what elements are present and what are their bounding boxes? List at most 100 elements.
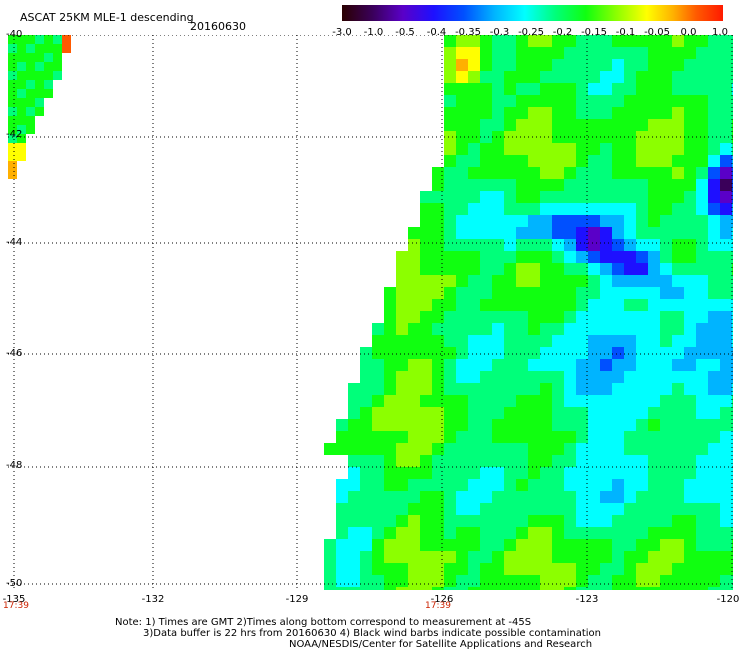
- swath-pixel: [648, 299, 660, 311]
- swath-pixel: [732, 35, 733, 47]
- swath-pixel: [660, 407, 672, 419]
- swath-pixel: [552, 551, 564, 563]
- swath-pixel: [648, 383, 660, 395]
- swath-pixel: [732, 143, 733, 155]
- swath-pixel: [636, 95, 648, 107]
- swath-pixel: [696, 371, 708, 383]
- swath-pixel: [696, 539, 708, 551]
- swath-pixel: [636, 263, 648, 275]
- swath-pixel: [660, 191, 672, 203]
- swath-pixel: [53, 71, 62, 80]
- swath-pixel: [372, 371, 384, 383]
- swath-pixel: [576, 179, 588, 191]
- swath-pixel: [480, 203, 492, 215]
- swath-pixel: [396, 371, 408, 383]
- swath-pixel: [480, 95, 492, 107]
- map-plot: [8, 35, 733, 590]
- swath-pixel: [468, 155, 480, 167]
- swath-pixel: [672, 395, 684, 407]
- swath-pixel: [444, 503, 456, 515]
- swath-pixel: [588, 431, 600, 443]
- swath-pixel: [444, 383, 456, 395]
- swath-pixel: [516, 263, 528, 275]
- swath-pixel: [384, 383, 396, 395]
- swath-pixel: [516, 515, 528, 527]
- swath-pixel: [492, 431, 504, 443]
- swath-pixel: [396, 263, 408, 275]
- swath-pixel: [528, 467, 540, 479]
- swath-pixel: [492, 179, 504, 191]
- swath-pixel: [444, 191, 456, 203]
- swath-pixel: [468, 551, 480, 563]
- swath-pixel: [528, 371, 540, 383]
- swath-pixel: [432, 575, 444, 587]
- swath-pixel: [540, 155, 552, 167]
- swath-pixel: [684, 431, 696, 443]
- swath-pixel: [696, 299, 708, 311]
- swath-pixel: [600, 323, 612, 335]
- swath-pixel: [540, 587, 552, 590]
- swath-pixel: [576, 227, 588, 239]
- swath-pixel: [612, 371, 624, 383]
- swath-pixel: [648, 239, 660, 251]
- swath-pixel: [420, 335, 432, 347]
- swath-pixel: [564, 467, 576, 479]
- swath-pixel: [684, 287, 696, 299]
- swath-pixel: [648, 59, 660, 71]
- swath-pixel: [588, 107, 600, 119]
- swath-pixel: [420, 287, 432, 299]
- swath-pixel: [492, 515, 504, 527]
- swath-pixel: [372, 551, 384, 563]
- swath-pixel: [468, 455, 480, 467]
- swath-pixel: [492, 35, 504, 47]
- swath-pixel: [612, 299, 624, 311]
- swath-pixel: [720, 575, 732, 587]
- swath-pixel: [492, 371, 504, 383]
- swath-pixel: [396, 491, 408, 503]
- swath-pixel: [444, 203, 456, 215]
- swath-pixel: [432, 215, 444, 227]
- swath-pixel: [504, 527, 516, 539]
- swath-pixel: [8, 143, 17, 152]
- swath-pixel: [480, 47, 492, 59]
- swath-pixel: [8, 152, 17, 161]
- swath-pixel: [444, 491, 456, 503]
- colorbar-tick: -0.2: [552, 27, 573, 38]
- swath-pixel: [468, 371, 480, 383]
- swath-pixel: [648, 419, 660, 431]
- swath-pixel: [684, 563, 696, 575]
- swath-pixel: [444, 515, 456, 527]
- swath-pixel: [528, 359, 540, 371]
- swath-pixel: [336, 419, 348, 431]
- swath-pixel: [17, 134, 26, 143]
- swath-pixel: [480, 251, 492, 263]
- swath-pixel: [8, 35, 17, 44]
- swath-pixel: [720, 347, 732, 359]
- swath-pixel: [504, 563, 516, 575]
- swath-pixel: [576, 191, 588, 203]
- swath-pixel: [26, 80, 35, 89]
- swath-pixel: [732, 431, 733, 443]
- swath-pixel: [384, 287, 396, 299]
- swath-pixel: [432, 455, 444, 467]
- swath-pixel: [480, 587, 492, 590]
- swath-pixel: [492, 563, 504, 575]
- swath-pixel: [504, 515, 516, 527]
- swath-pixel: [528, 443, 540, 455]
- swath-pixel: [612, 167, 624, 179]
- swath-pixel: [624, 587, 636, 590]
- swath-pixel: [372, 563, 384, 575]
- swath-pixel: [360, 359, 372, 371]
- swath-pixel: [540, 167, 552, 179]
- swath-pixel: [384, 587, 396, 590]
- swath-pixel: [564, 575, 576, 587]
- swath-pixel: [624, 251, 636, 263]
- swath-pixel: [600, 359, 612, 371]
- swath-pixel: [420, 575, 432, 587]
- swath-pixel: [480, 539, 492, 551]
- swath-pixel: [540, 119, 552, 131]
- swath-pixel: [624, 443, 636, 455]
- swath-pixel: [53, 44, 62, 53]
- swath-pixel: [468, 191, 480, 203]
- swath-pixel: [720, 455, 732, 467]
